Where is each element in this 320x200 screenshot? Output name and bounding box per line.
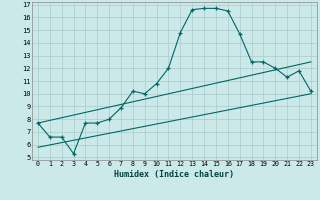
X-axis label: Humidex (Indice chaleur): Humidex (Indice chaleur): [115, 170, 234, 179]
